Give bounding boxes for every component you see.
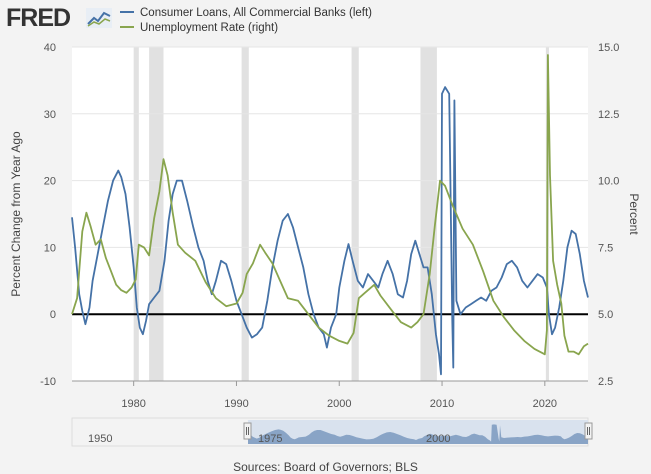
legend-label: Consumer Loans, All Commercial Banks (le… [140,7,372,19]
y-axis-title-right: Percent [627,193,641,235]
recession-band [149,47,164,381]
y-tick-label-right: 2.5 [598,376,613,388]
x-tick-label: 2000 [327,398,351,410]
recession-band [351,47,359,381]
y-tick-label-left: 40 [44,42,56,54]
x-tick-label: 2020 [533,398,557,410]
navigator-label: 1950 [88,433,112,445]
navigator-handle-left[interactable] [243,422,252,440]
legend-swatch-green [120,25,134,28]
x-tick-label: 1980 [121,398,145,410]
x-tick-label: 2010 [430,398,454,410]
y-tick-label-right: 15.0 [598,42,619,54]
x-tick-label: 1990 [224,398,248,410]
logo-text: FRED [6,4,71,32]
y-tick-label-left: 20 [44,176,56,188]
y-tick-label-right: 7.5 [598,242,613,254]
range-navigator[interactable]: 1950 1975 2000 [71,417,593,447]
navigator-label: 2000 [426,433,450,445]
legend-swatch-blue [120,10,134,13]
legend-item-consumer-loans[interactable]: Consumer Loans, All Commercial Banks (le… [120,7,372,19]
y-tick-label-left: -10 [40,376,56,388]
recession-band [133,47,139,381]
recession-band [420,47,437,381]
y-tick-label-right: 10.0 [598,176,619,188]
y-tick-label-right: 5.0 [598,309,613,321]
legend-label: Unemployment Rate (right) [140,22,279,34]
legend-item-unemployment-rate[interactable]: Unemployment Rate (right) [120,22,278,34]
series-line-consumer-loans [71,86,589,376]
chart-line-icon [86,8,112,28]
source-note: Sources: Board of Governors; BLS [233,460,418,474]
y-axis-title-left: Percent Change from Year Ago [9,131,23,297]
series-line-unemployment-rate [71,54,589,356]
y-tick-label-right: 12.5 [598,109,619,121]
y-tick-label-left: 10 [44,242,56,254]
y-tick-label-left: 30 [44,109,56,121]
series-layer [71,54,589,376]
y-tick-label-left: 0 [50,309,56,321]
recession-band [241,47,249,381]
navigator-handle-right[interactable] [584,422,593,440]
navigator-area [248,424,588,444]
navigator-label: 1975 [258,433,282,445]
